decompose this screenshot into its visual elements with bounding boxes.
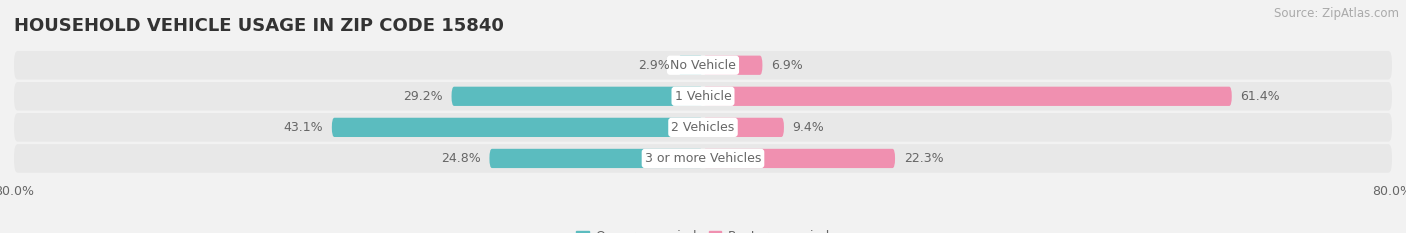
- FancyBboxPatch shape: [703, 149, 896, 168]
- Text: 2.9%: 2.9%: [638, 59, 669, 72]
- FancyBboxPatch shape: [14, 144, 1392, 173]
- Text: 43.1%: 43.1%: [284, 121, 323, 134]
- Text: Source: ZipAtlas.com: Source: ZipAtlas.com: [1274, 7, 1399, 20]
- FancyBboxPatch shape: [703, 118, 785, 137]
- FancyBboxPatch shape: [332, 118, 703, 137]
- FancyBboxPatch shape: [489, 149, 703, 168]
- Legend: Owner-occupied, Renter-occupied: Owner-occupied, Renter-occupied: [571, 225, 835, 233]
- FancyBboxPatch shape: [14, 82, 1392, 111]
- Text: 9.4%: 9.4%: [793, 121, 824, 134]
- Text: No Vehicle: No Vehicle: [671, 59, 735, 72]
- FancyBboxPatch shape: [703, 87, 1232, 106]
- Text: 3 or more Vehicles: 3 or more Vehicles: [645, 152, 761, 165]
- FancyBboxPatch shape: [451, 87, 703, 106]
- FancyBboxPatch shape: [703, 56, 762, 75]
- Text: 61.4%: 61.4%: [1240, 90, 1279, 103]
- Text: 24.8%: 24.8%: [441, 152, 481, 165]
- Text: 29.2%: 29.2%: [404, 90, 443, 103]
- FancyBboxPatch shape: [14, 113, 1392, 142]
- Text: 22.3%: 22.3%: [904, 152, 943, 165]
- FancyBboxPatch shape: [14, 51, 1392, 79]
- Text: 2 Vehicles: 2 Vehicles: [672, 121, 734, 134]
- Text: 1 Vehicle: 1 Vehicle: [675, 90, 731, 103]
- Text: HOUSEHOLD VEHICLE USAGE IN ZIP CODE 15840: HOUSEHOLD VEHICLE USAGE IN ZIP CODE 1584…: [14, 17, 503, 35]
- Text: 6.9%: 6.9%: [770, 59, 803, 72]
- FancyBboxPatch shape: [678, 56, 703, 75]
